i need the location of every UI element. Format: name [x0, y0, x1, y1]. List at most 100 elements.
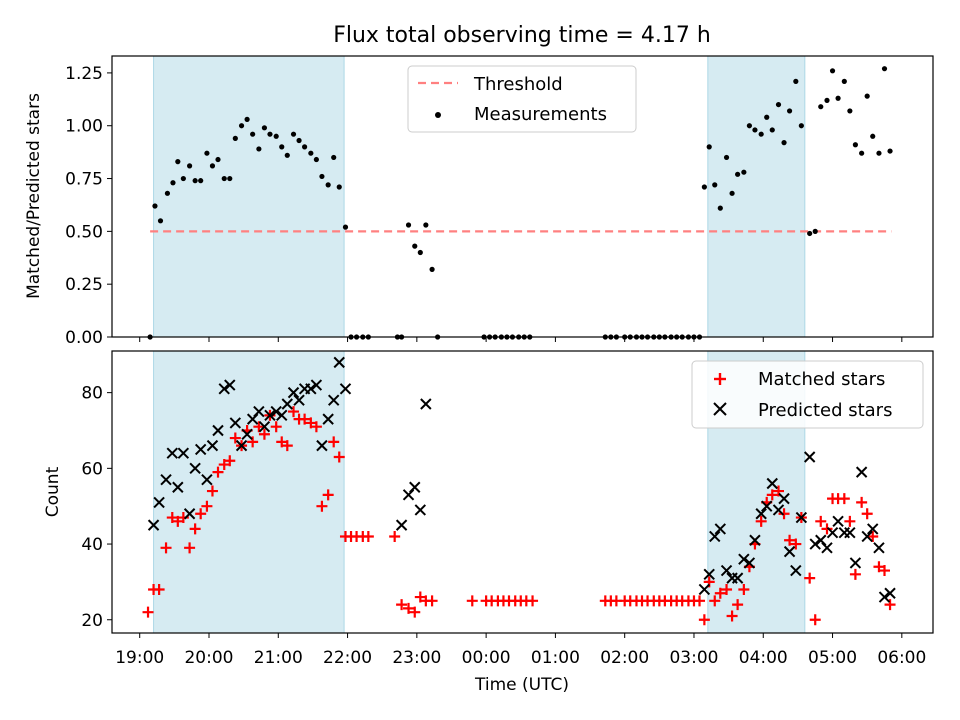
measurement-point: [818, 104, 824, 110]
predicted-star-point: [241, 428, 253, 440]
predicted-star-point: [224, 379, 236, 391]
predicted-star-point: [166, 447, 178, 459]
predicted-star-point: [153, 496, 165, 509]
matched-star-point: [224, 455, 236, 467]
y-tick-label: 0.50: [65, 222, 103, 242]
measurement-point: [180, 175, 186, 182]
predicted-star-point: [778, 492, 790, 505]
x-tick-label: 22:00: [323, 648, 372, 668]
predicted-star-point: [395, 519, 408, 531]
measurement-point: [781, 140, 787, 146]
predicted-star-point: [884, 587, 896, 599]
measurement-point: [256, 146, 262, 152]
predicted-star-point: [160, 473, 172, 486]
measurement-point: [876, 150, 882, 156]
matched-star-point: [333, 451, 345, 463]
predicted-star-point: [761, 500, 773, 512]
measurement-point: [706, 144, 712, 150]
measurement-point: [881, 66, 888, 72]
matched-star-point: [732, 599, 744, 611]
measurement-point: [847, 108, 853, 114]
matched-star-point: [856, 496, 868, 508]
measurement-point: [775, 101, 782, 108]
measurement-point: [829, 68, 836, 74]
matched-star-point: [316, 500, 328, 512]
top-observing-windows: [153, 55, 806, 338]
matched-star-point: [299, 413, 311, 425]
predicted-star-point: [194, 443, 207, 456]
measurement-point: [412, 243, 418, 249]
matched-star-point: [247, 436, 259, 448]
matched-star-point: [709, 595, 721, 607]
predicted-star-point: [844, 526, 856, 539]
bottom-legend: Matched stars Predicted stars: [691, 360, 924, 429]
bottom-axes-frame: [111, 350, 934, 634]
matched-star-point: [714, 587, 726, 599]
predicted-star-point: [809, 538, 821, 550]
predicted-star-point: [218, 383, 230, 395]
matched-star-point: [698, 614, 710, 626]
predicted-star-point: [327, 394, 340, 406]
measurement-point: [852, 142, 859, 148]
predicted-star-point: [867, 523, 879, 535]
matched-star-point: [821, 523, 833, 535]
predicted-star-point: [766, 477, 778, 490]
legend-threshold-label: Threshold: [473, 74, 563, 95]
matched-star-point: [258, 428, 270, 440]
measurement-point: [824, 97, 830, 103]
matched-star-point: [201, 500, 213, 512]
predicted-star-point: [189, 462, 201, 475]
predicted-star-point: [409, 481, 421, 493]
measurement-point: [192, 178, 198, 184]
matched-star-point: [389, 530, 401, 542]
predicted-star-point: [316, 439, 328, 452]
y-tick-label: 20: [81, 611, 103, 631]
matched-star-point: [815, 515, 827, 527]
predicted-star-point: [310, 379, 323, 391]
matched-star-point: [195, 508, 207, 520]
bottom-y-axis-label: Count: [43, 466, 63, 517]
matched-star-point: [288, 406, 300, 418]
top-legend: Threshold Measurements: [407, 65, 637, 133]
matched-star-point: [867, 530, 879, 542]
predicted-star-point: [714, 523, 727, 535]
predicted-star-point: [743, 557, 756, 569]
matched-star-point: [212, 466, 224, 478]
matched-star-point: [328, 436, 340, 448]
observing-window: [707, 55, 806, 338]
bottom-panel: 20 40 60 80 19:00 20:00 21:00 22:00 23:00 00:00 0…: [43, 350, 934, 695]
predicted-star-point: [795, 511, 808, 524]
measurement-point: [170, 180, 176, 186]
matched-star-point: [466, 595, 478, 607]
predicted-star-point: [229, 417, 242, 429]
x-tick-label: 21:00: [254, 648, 303, 668]
predicted-star-point: [414, 504, 427, 516]
measurement-point: [405, 222, 412, 228]
legend-measurements-swatch: [435, 112, 441, 118]
matched-star-point: [281, 440, 293, 452]
matched-star-point: [879, 565, 891, 577]
predicted-star-point: [832, 515, 844, 528]
measurement-point: [296, 137, 302, 144]
measurement-point: [769, 127, 775, 133]
measurement-point: [186, 163, 193, 169]
predicted-star-point: [235, 439, 248, 452]
predicted-star-point: [305, 383, 317, 395]
measurement-point: [319, 173, 325, 180]
matched-star-point: [766, 489, 778, 501]
predicted-star-point: [201, 473, 213, 486]
matched-star-point: [362, 530, 374, 542]
matched-star-point: [861, 508, 873, 520]
bottom-x-axis: 19:00 20:00 21:00 22:00 23:00 00:00 01:00 02:00…: [115, 633, 926, 668]
measurement-point: [198, 178, 204, 184]
matched-star-point: [396, 599, 408, 611]
x-tick-label: 05:00: [808, 648, 857, 668]
predicted-star-point: [420, 398, 432, 410]
measurement-point: [342, 224, 349, 230]
measurement-point: [812, 228, 818, 234]
measurement-point: [152, 203, 158, 209]
predicted-star-point: [322, 413, 334, 425]
measurement-point: [793, 78, 799, 84]
matched-star-point: [409, 606, 421, 618]
matched-star-point: [755, 515, 767, 527]
